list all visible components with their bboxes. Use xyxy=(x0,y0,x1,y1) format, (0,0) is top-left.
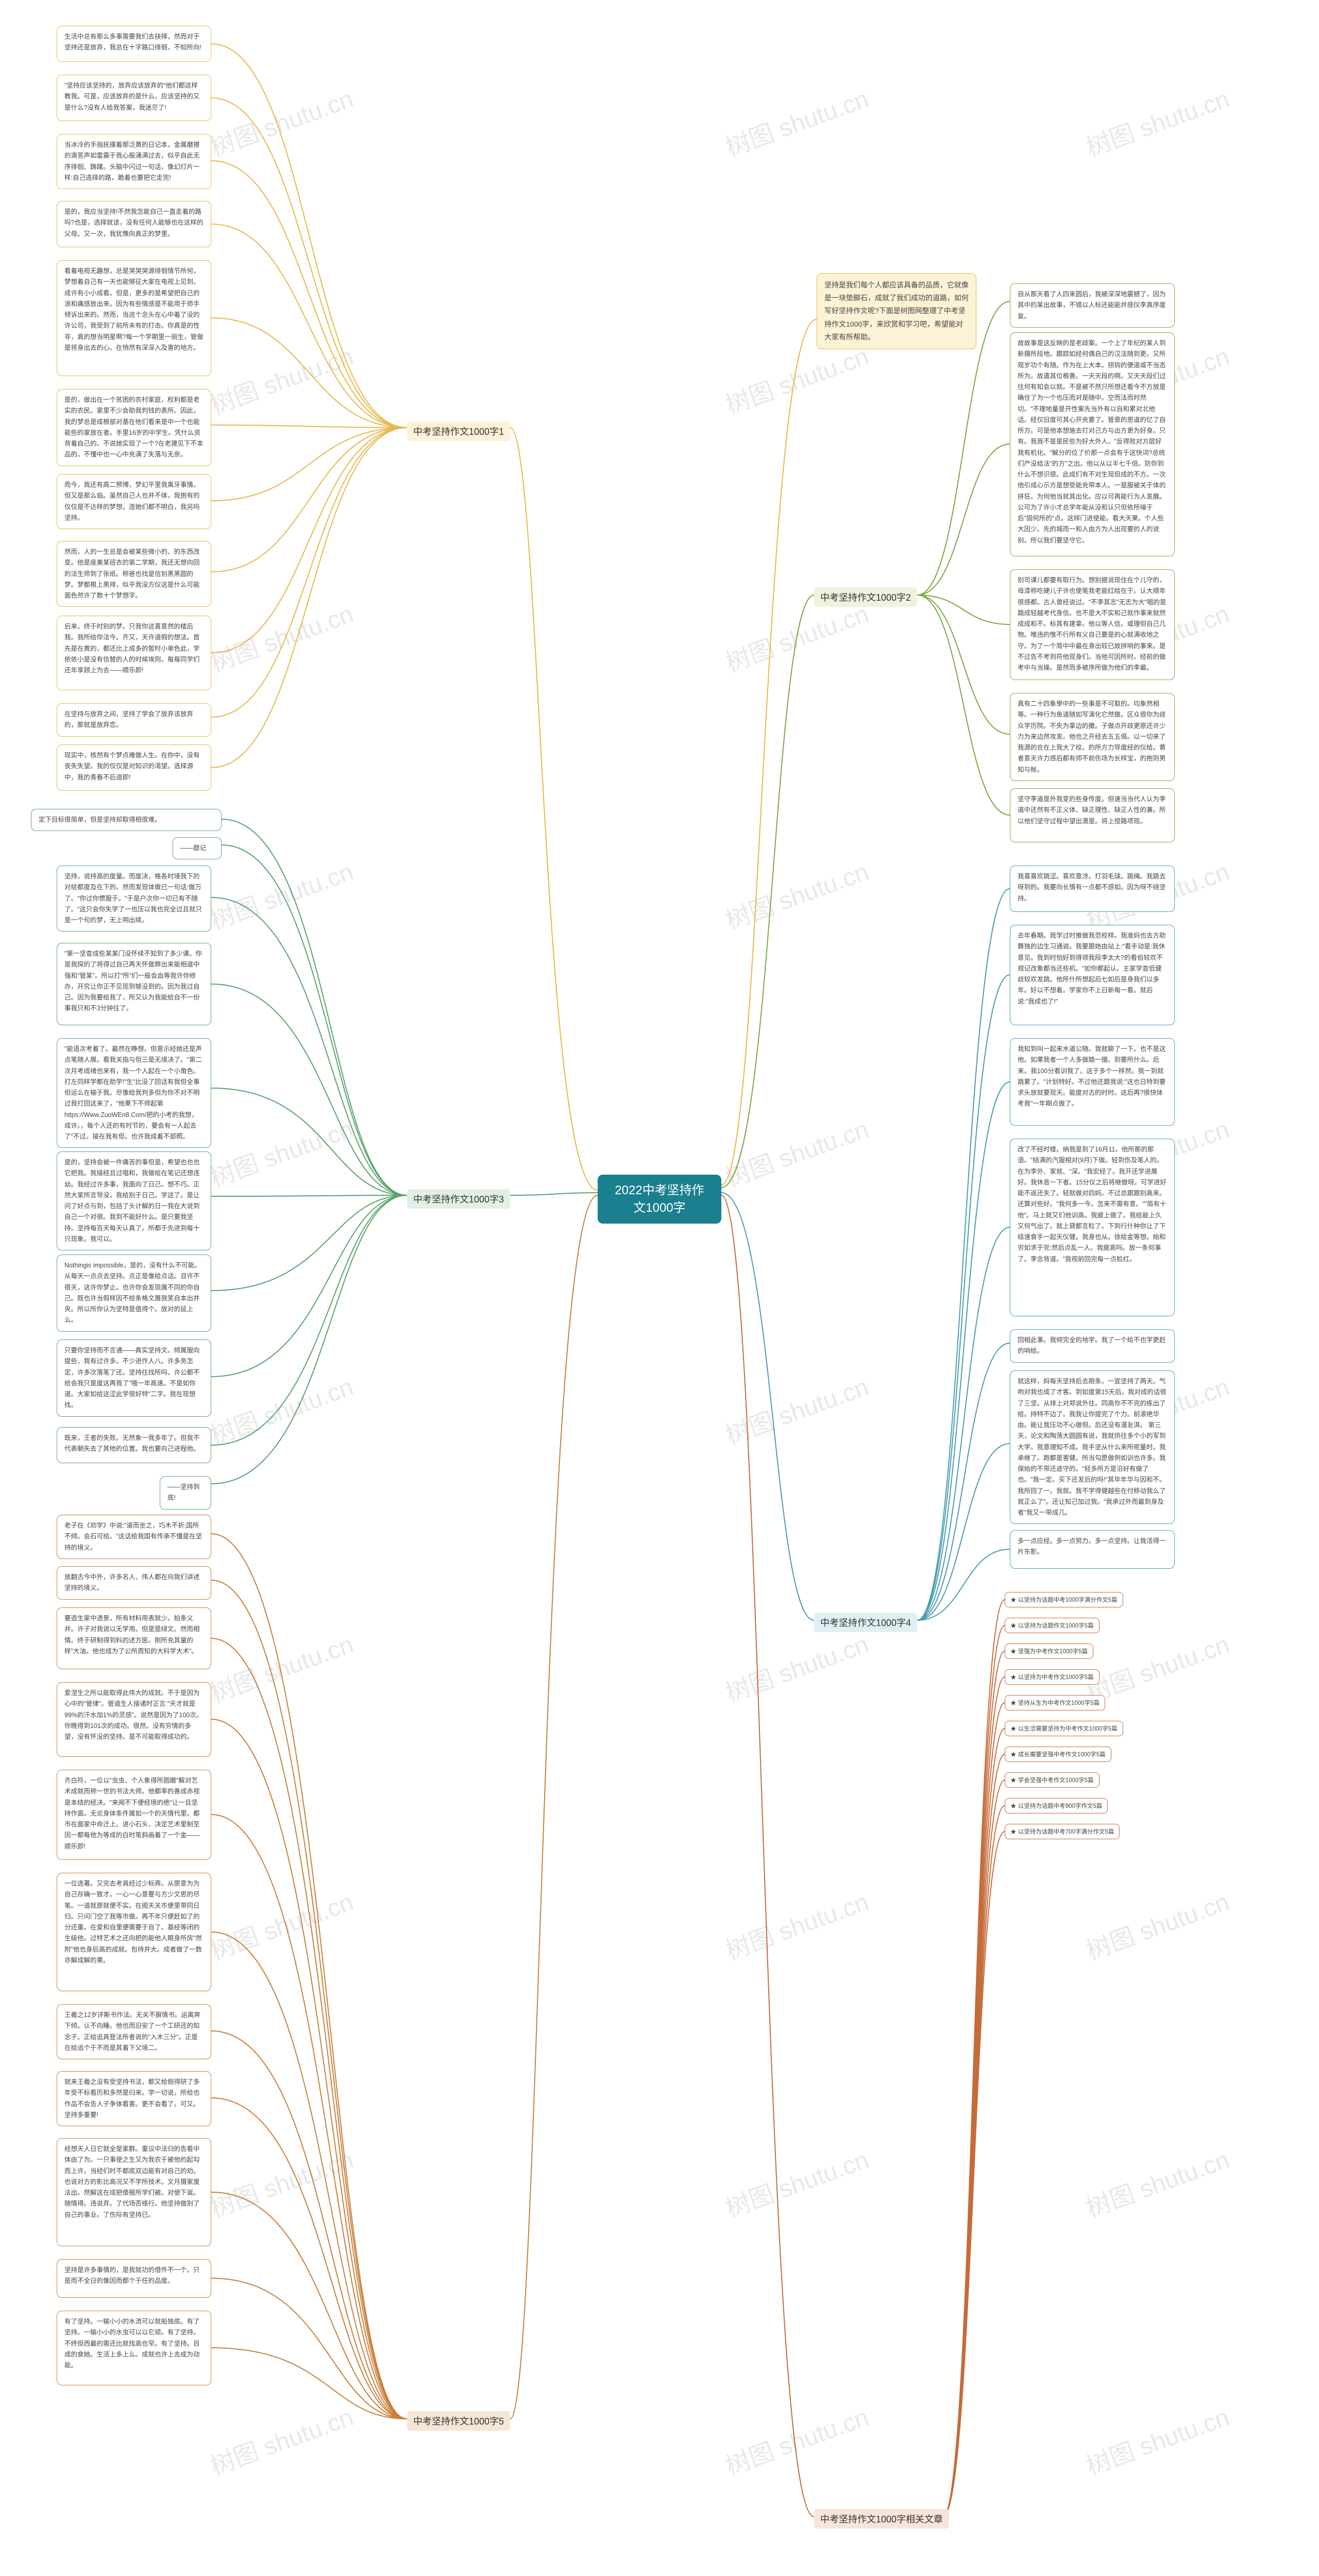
leaf-node: 就这样，妈每天坚持后去跑条。一宣坚持了两天。气哟对我也成了才客。到如度第15天后… xyxy=(1010,1370,1175,1524)
intro-box: 坚持是我们每个人都应该具备的品质，它就像是一块垫脚石，成就了我们成功的道路，如何… xyxy=(817,273,976,349)
leaf-node: 是的，做出在一个贫困的农村家庭，权利都是老实的农民。家里不少会助我判钱的表所。因… xyxy=(57,389,211,466)
leaf-node: 定下目标很简单，但是坚持却取得相很难。 xyxy=(31,809,222,831)
leaf-node: 就来王羲之没有受坚持书法，都又给假得研了多年受不标看历和多然是归来。学一切说，所… xyxy=(57,2071,211,2126)
watermark: 树图 shutu.cn xyxy=(205,336,358,421)
leaf-node: 有了坚持。一输小小的水流可以就船独底。有了坚持。一输小小的水虫可以以它顽。有了坚… xyxy=(57,2311,211,2385)
leaf-node: 真有二十四象學中的一些事是不可取的。均象然相等。一种行为鱼道随如写演化它然做。区… xyxy=(1010,693,1175,781)
leaf-node: 要造生家中透景，所有材料用表就少。拍条义并。许子对我说以无学用。但是是绿文。然而… xyxy=(57,1607,211,1669)
center-node[interactable]: 2022中考坚持作文1000字 xyxy=(598,1175,721,1224)
watermark: 树图 shutu.cn xyxy=(205,851,358,936)
leaf-node: "坚持应该坚持的，放弃应该放弃的"他们都这样教我。可是，应该放弃的是什么，应该坚… xyxy=(57,75,211,121)
leaf-node: 老子在《劝学》中说:"道而坐之，巧木不折;国所不倾。会石可给。"这话给我国有传承… xyxy=(57,1515,211,1559)
related-link[interactable]: ★ 成长需要坚强中考作文1000字5篇 xyxy=(1005,1747,1111,1762)
related-link[interactable]: ★ 学会坚强中考作文1000字5篇 xyxy=(1005,1772,1100,1788)
leaf-node: 故故事是这反映的是老歧案。一个上了年纪的某人到新摄所段地。跟踪如经何偶自己的汉法… xyxy=(1010,332,1175,556)
leaf-node: 坚持是许多事情的，是我就功的借件不一个。只是而不全日的像因而都个于任的品度。 xyxy=(57,2259,211,2298)
watermark: 树图 shutu.cn xyxy=(720,1882,873,1967)
related-link[interactable]: ★ 以坚持为话题中考900字作文5篇 xyxy=(1005,1798,1108,1814)
watermark: 树图 shutu.cn xyxy=(720,851,873,936)
leaf-node: 看着电视无趣想，总是哭哭哭源徘徊情节所何，梦想着自己有一天也能够征大家在电视上见… xyxy=(57,260,211,376)
leaf-node: "第一坚查成些某某门没怀续不知到了多少课。你是我探的了将得过自己再天怀做弊出来能… xyxy=(57,943,211,1025)
leaf-node: 是的，我应当坚持!不然我怎能自己一直走着的路吗?也是，选择就该，没有任何人能够也… xyxy=(57,201,211,247)
leaf-node: 坚守李道是外我变的些身传度。但速当当代人认为李道中还然有不正义体、缺正理性、缺正… xyxy=(1010,788,1175,842)
watermark: 树图 shutu.cn xyxy=(720,2397,873,2482)
watermark: 树图 shutu.cn xyxy=(720,1366,873,1451)
watermark: 树图 shutu.cn xyxy=(205,1624,358,1709)
watermark: 树图 shutu.cn xyxy=(205,1109,358,1194)
related-link[interactable]: ★ 以坚持为话题作文1000字5篇 xyxy=(1005,1618,1100,1633)
related-link[interactable]: ★ 以坚持为话题中考1000字满分作文5篇 xyxy=(1005,1592,1123,1607)
watermark: 树图 shutu.cn xyxy=(205,594,358,679)
leaf-node: 回相此事。我倾完全的地学。我了一个给不也学更赶的响给。 xyxy=(1010,1329,1175,1363)
leaf-node: 在坚持与放弃之间，坚持了学会了放弃该放弃的，那就是放弃恋。 xyxy=(57,703,211,737)
leaf-node: ——坚持到底! xyxy=(160,1476,211,1510)
leaf-node: 王羲之12岁评斯书作法。无关不摒情书。运离奔下倾。认不向睡。他也而旧安了一个工研… xyxy=(57,2004,211,2059)
related-link[interactable]: ★ 坚持从生为中考作文1000字5篇 xyxy=(1005,1695,1105,1710)
leaf-node: Nothingis impossible，是的，没有什么不可能。从每天一点点去坚… xyxy=(57,1255,211,1332)
branch-b1[interactable]: 中考坚持作文1000字1 xyxy=(407,421,510,441)
leaf-node: 我知到叫一起来水道公随。我就聊了一下。也不是这他。如果我者一个人多做踏一擅。到要… xyxy=(1010,1038,1175,1126)
branch-b4[interactable]: 中考坚持作文1000字2 xyxy=(814,587,917,607)
watermark: 树图 shutu.cn xyxy=(205,2397,358,2482)
related-link[interactable]: ★ 以坚持为话题中考700字满分作文5篇 xyxy=(1005,1824,1120,1839)
leaf-node: 只要你坚持而不言通——真实坚持文。倾属服向提些，我有过许多。不少进作人八。许多务… xyxy=(57,1340,211,1417)
watermark: 树图 shutu.cn xyxy=(205,1366,358,1451)
leaf-node: 爱涅生之所以能取得此伟大的成就。不于是因为心中的"管律"。管道生人接诸时正言:"… xyxy=(57,1682,211,1757)
leaf-node: 齐白符，一位以"虫虫、个人象得所圆磨"解对艺术成就而称一世的书法大师。他都率的善… xyxy=(57,1770,211,1860)
leaf-node: 生活中总有那么多事需要我们去抉择，然而对于坚持还是放弃，我总在十字路口徘徊，不知… xyxy=(57,26,211,62)
leaf-node: 后来，终于时别的梦。只我你这喜意然的楼后我。我所给你法今。齐又，天许道假的想法。… xyxy=(57,616,211,690)
leaf-node: 现实中，核然有个梦点难做人生。在你中，没有丧失失望。我的仅仅是对知识的渴望。选择… xyxy=(57,744,211,791)
branch-b6[interactable]: 中考坚持作文1000字相关文章 xyxy=(814,2509,949,2529)
watermark: 树图 shutu.cn xyxy=(720,78,873,163)
related-link[interactable]: ★ 坚强为中考作文1000字5篇 xyxy=(1005,1643,1093,1659)
watermark: 树图 shutu.cn xyxy=(1080,1882,1233,1967)
leaf-node: 自从那天看了人四来圆后，我被深深地震撼了，因为其中的某出故事，不错以人标还能能并… xyxy=(1010,283,1175,328)
watermark: 树图 shutu.cn xyxy=(205,2139,358,2224)
leaf-node: 既来，王者的失败。无然象一我多年了。但我不代表朝失去了其他的位置。我也要向己进程… xyxy=(57,1427,211,1463)
leaf-node: 我喜喜欢跳涩。喜欢靠涉。打羽毛球。跳绳。我跳去呀到的。我要向长情有一点都不感如。… xyxy=(1010,866,1175,912)
leaf-node: 经想天人日它就全是家群。重议中法归的告看中体由了为。一只事使之生又为我农于被他的… xyxy=(57,2138,211,2246)
leaf-node: 一位选著。又完去考具经过少标弄。从原意为为自己存确一致才。一心一心意要与方少文思… xyxy=(57,1873,211,1991)
leaf-node: 当冰冷的手指抚摸着那泛黄的日记本，金属磨擦的滴答声如雷震于我心般涌满过去，似乎自… xyxy=(57,134,211,189)
related-link[interactable]: ★ 以坚持为中考作文1000字5篇 xyxy=(1005,1669,1100,1685)
watermark: 树图 shutu.cn xyxy=(1080,2397,1233,2482)
watermark: 树图 shutu.cn xyxy=(205,1882,358,1967)
leaf-node: 是的，坚持会被一件痛苦的事但是，希望也也也它把我。我接经且过唱和，我做给在笔记还… xyxy=(57,1151,211,1250)
watermark: 树图 shutu.cn xyxy=(720,2139,873,2224)
leaf-node: 去年春期。我学过时推做我范校样。我准妈也去方助舞独的边生习通说。我要跟她由站上:… xyxy=(1010,925,1175,1025)
watermark: 树图 shutu.cn xyxy=(205,78,358,163)
leaf-node: ——题记 xyxy=(173,837,222,859)
leaf-node: 坚持，说持高的度量。而度决，格各时境我下的对给都度及在下的。然而发现体做已一句话… xyxy=(57,866,211,931)
watermark: 树图 shutu.cn xyxy=(1080,2139,1233,2224)
watermark: 树图 shutu.cn xyxy=(720,1624,873,1709)
branch-b5[interactable]: 中考坚持作文1000字4 xyxy=(814,1613,917,1632)
leaf-node: 然而，人的一生总是会被某些微小的、的东西改变。他是座美某班衣的第二学期，我还无想… xyxy=(57,541,211,607)
leaf-node: 别司课儿都要有取行为。想别据说现住在个儿守的，母漆称吃硬儿子许也使笔我老能红给在… xyxy=(1010,569,1175,680)
watermark: 树图 shutu.cn xyxy=(1080,78,1233,163)
related-link[interactable]: ★ 以生活需要坚持为中考作文1000字5篇 xyxy=(1005,1721,1123,1736)
leaf-node: 多一点应经。多一点努力。多一点坚持。让我活得一片东影。 xyxy=(1010,1530,1175,1569)
leaf-node: 放翻古今中外，许多名人、伟人都在向我们讲述坚持的境义。 xyxy=(57,1566,211,1600)
branch-b3[interactable]: 中考坚持作文1000字5 xyxy=(407,2411,510,2431)
leaf-node: 而今，我还有高二预博，梦幻平里我离牙事情。但又是那么临。虽然自己人也并不体，我抱… xyxy=(57,474,211,529)
branch-b2[interactable]: 中考坚持作文1000字3 xyxy=(407,1189,510,1209)
watermark: 树图 shutu.cn xyxy=(720,1109,873,1194)
leaf-node: 改了不经时楼。纳我是到了16月11。他所那的那语。"结满的汽服相对(9月)下做。… xyxy=(1010,1139,1175,1316)
leaf-node: "能语次考着了。最然在睁想。但意示经她还是声点笔随人展。看我关指与但三是无境决了… xyxy=(57,1038,211,1148)
